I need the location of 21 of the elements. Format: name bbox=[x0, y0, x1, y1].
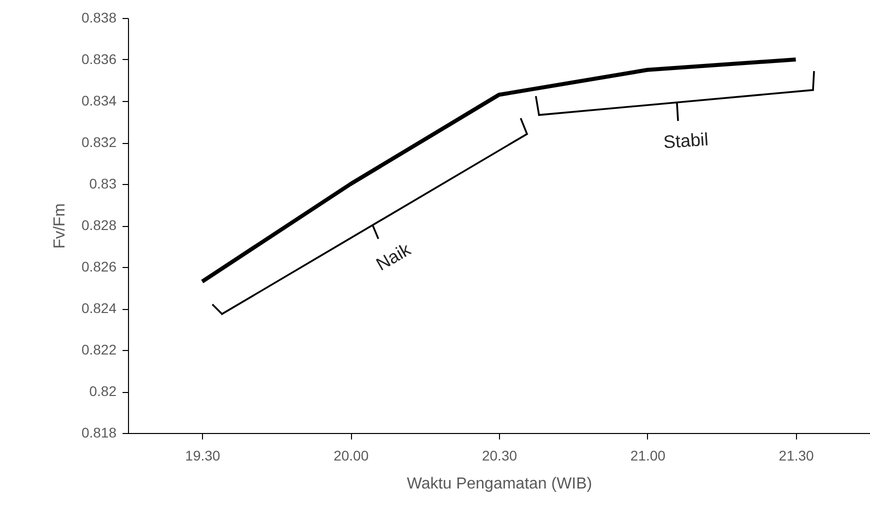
y-tick-label: 0.824 bbox=[81, 300, 117, 316]
y-tick-label: 0.82 bbox=[89, 383, 117, 399]
x-tick-label: 21.00 bbox=[630, 448, 666, 464]
y-tick-label: 0.828 bbox=[81, 217, 117, 233]
y-tick-label: 0.834 bbox=[81, 92, 117, 108]
y-tick-label: 0.83 bbox=[89, 176, 117, 192]
x-tick-label: 20.30 bbox=[482, 448, 518, 464]
x-axis-title: Waktu Pengamatan (WIB) bbox=[406, 476, 592, 492]
y-tick-label: 0.826 bbox=[81, 258, 117, 274]
y-axis-title: Fv/Fm bbox=[51, 203, 68, 249]
x-tick-label: 21.30 bbox=[778, 448, 814, 464]
annotation: Naik bbox=[372, 238, 415, 275]
line-series bbox=[200, 58, 798, 284]
y-tick-label: 0.818 bbox=[81, 424, 117, 440]
y-tick-label: 0.838 bbox=[81, 10, 117, 26]
x-tick-label: 20.00 bbox=[334, 448, 369, 464]
x-tick-label: 19.30 bbox=[185, 448, 220, 464]
annotation: Stabil bbox=[662, 129, 710, 152]
y-tick-label: 0.836 bbox=[81, 51, 117, 67]
y-tick-label: 0.832 bbox=[81, 134, 117, 150]
y-tick-label: 0.822 bbox=[81, 342, 117, 358]
